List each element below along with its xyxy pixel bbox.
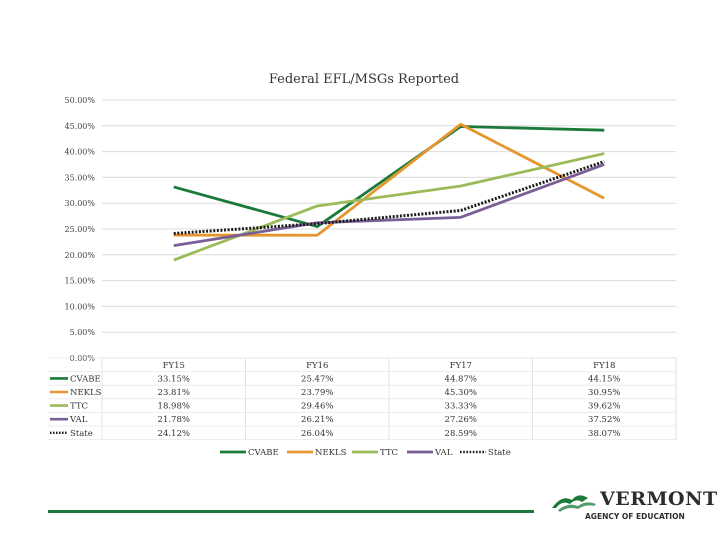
- data-label: 21.78%: [158, 415, 190, 425]
- chart-legend: CVABE NEKLS TTC VAL State: [220, 448, 511, 458]
- data-label: 27.26%: [445, 415, 477, 425]
- x-tick-label: FY17: [450, 361, 472, 371]
- legend-label: TTC: [380, 448, 398, 458]
- data-label: 33.33%: [445, 402, 477, 412]
- y-tick-label: 10.00%: [64, 302, 95, 311]
- data-label: 29.46%: [301, 402, 333, 412]
- y-tick-label: 30.00%: [64, 199, 95, 208]
- footer-rule: [48, 510, 534, 513]
- table-series-name: State: [70, 429, 93, 439]
- chart-title: Federal EFL/MSGs Reported: [269, 72, 459, 87]
- data-label: 38.07%: [588, 429, 620, 439]
- data-table: CVABE 33.15% 25.47% 44.87% 44.15% NEKLS 23.81%…: [48, 357, 677, 441]
- data-label: 26.04%: [301, 429, 333, 439]
- chart-series-lines: [173, 122, 605, 262]
- table-series-name: CVABE: [70, 374, 101, 384]
- table-series-name: TTC: [70, 402, 88, 412]
- vermont-mountain-logo-icon: [552, 495, 596, 512]
- series-line-state: [173, 160, 605, 236]
- series-line-ttc: [173, 152, 605, 262]
- data-label: 45.30%: [445, 388, 477, 398]
- y-tick-label: 15.00%: [64, 277, 95, 286]
- data-label: 33.15%: [158, 374, 190, 384]
- series-line-nekls: [173, 122, 605, 237]
- legend-label: NEKLS: [315, 448, 347, 458]
- x-axis-labels: FY15 FY16 FY17 FY18: [163, 361, 616, 371]
- y-tick-label: 45.00%: [64, 122, 95, 131]
- x-tick-label: FY16: [306, 361, 328, 371]
- data-label: 18.98%: [158, 402, 190, 412]
- y-tick-label: 5.00%: [70, 328, 96, 337]
- vermont-agency-logo: VERMONT AGENCY OF EDUCATION: [548, 488, 717, 524]
- table-series-name: NEKLS: [70, 388, 102, 398]
- legend-label: State: [488, 448, 511, 458]
- data-label: 23.79%: [301, 388, 333, 398]
- data-label: 44.15%: [588, 374, 620, 384]
- series-line-val: [173, 163, 605, 247]
- x-tick-label: FY18: [593, 361, 615, 371]
- logo-subtitle: AGENCY OF EDUCATION: [585, 512, 685, 521]
- data-label: 30.95%: [588, 388, 620, 398]
- table-series-name: VAL: [69, 415, 88, 425]
- legend-label: CVABE: [248, 448, 279, 458]
- data-label: 44.87%: [445, 374, 477, 384]
- x-tick-label: FY15: [163, 361, 185, 371]
- chart-grid: [102, 99, 676, 359]
- y-axis-ticks: 0.00% 5.00% 10.00% 15.00% 20.00% 25.00% 30.00%…: [64, 96, 95, 363]
- data-label: 28.59%: [445, 429, 477, 439]
- data-label: 26.21%: [301, 415, 333, 425]
- y-tick-label: 50.00%: [64, 96, 95, 105]
- y-tick-label: 0.00%: [70, 354, 96, 363]
- data-label: 24.12%: [158, 429, 190, 439]
- legend-label: VAL: [434, 448, 453, 458]
- data-label: 25.47%: [301, 374, 333, 384]
- y-tick-label: 40.00%: [64, 148, 95, 157]
- y-tick-label: 25.00%: [64, 225, 95, 234]
- y-tick-label: 35.00%: [64, 173, 95, 182]
- data-label: 39.62%: [588, 402, 620, 412]
- y-tick-label: 20.00%: [64, 251, 95, 260]
- series-line-cvabe: [173, 125, 605, 228]
- data-label: 37.52%: [588, 415, 620, 425]
- data-label: 23.81%: [158, 388, 190, 398]
- logo-wordmark: VERMONT: [600, 488, 718, 510]
